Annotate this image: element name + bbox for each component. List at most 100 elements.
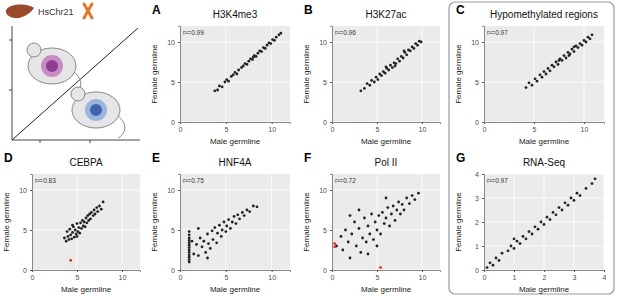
- point: [591, 182, 594, 185]
- tick-label: 0: [179, 274, 183, 281]
- tick: 0: [483, 270, 487, 281]
- point: [420, 41, 423, 44]
- point: [98, 205, 101, 208]
- panel: 05100510AH3K4me3r²=0.99Male germlineFema…: [150, 3, 291, 146]
- annotation: r²=0.83: [35, 177, 56, 184]
- point: [188, 261, 191, 264]
- point: [553, 65, 556, 68]
- point: [510, 245, 513, 248]
- tick-mark: [330, 42, 332, 43]
- title: RNA-Seq: [523, 157, 565, 168]
- tick: 5: [76, 270, 80, 281]
- point: [65, 240, 68, 243]
- point: [568, 54, 571, 57]
- point: [188, 244, 191, 247]
- point: [367, 253, 370, 256]
- grid-line: [225, 26, 226, 122]
- point: [232, 73, 235, 76]
- point: [215, 241, 218, 244]
- grid-line: [422, 174, 423, 270]
- plot-background: [484, 26, 604, 122]
- point: [209, 247, 212, 250]
- tick: 10: [167, 187, 180, 194]
- point: [374, 221, 377, 224]
- tick-label: 5: [76, 274, 80, 281]
- tick: 3: [573, 270, 577, 281]
- tick-mark: [574, 270, 575, 272]
- liver-icon: [6, 4, 34, 18]
- tick: 10: [419, 270, 427, 281]
- y-axis: 0510: [471, 27, 484, 126]
- point: [492, 264, 495, 267]
- point: [388, 225, 391, 228]
- y-label: Female germline: [150, 192, 159, 252]
- axis-line: [330, 27, 333, 123]
- y-label: Female germline: [454, 192, 463, 252]
- tick-mark: [122, 270, 123, 272]
- grid-line: [377, 174, 378, 270]
- tick-label: 10: [319, 187, 327, 194]
- point: [275, 36, 278, 39]
- tick-mark: [482, 42, 484, 43]
- grid: [484, 26, 604, 122]
- point: [69, 259, 72, 262]
- tick-mark: [178, 42, 180, 43]
- points: [486, 177, 597, 269]
- point: [68, 238, 71, 241]
- point: [199, 237, 202, 240]
- point: [206, 233, 209, 236]
- tick: 0: [323, 119, 332, 126]
- point: [375, 76, 378, 79]
- x-axis: 0510: [331, 270, 441, 281]
- point: [381, 211, 384, 214]
- tick-label: 3: [475, 195, 479, 202]
- point: [565, 57, 568, 60]
- point: [188, 251, 191, 254]
- points: [525, 33, 594, 89]
- grid-line: [225, 174, 226, 270]
- tick-mark: [422, 270, 423, 272]
- panel: 05100510BH3K27acr²=0.96Male germlineFema…: [302, 3, 441, 146]
- grid-line: [180, 82, 290, 83]
- plot-background: [180, 26, 290, 122]
- point: [531, 84, 534, 87]
- tick: 5: [171, 227, 180, 234]
- point: [525, 86, 528, 89]
- y-axis: 01234: [475, 171, 484, 274]
- title: CEBPA: [69, 157, 102, 168]
- tick: 10: [19, 187, 32, 194]
- points: [63, 201, 105, 262]
- grid-line: [32, 230, 140, 231]
- point: [367, 225, 370, 228]
- points: [359, 40, 422, 92]
- point: [76, 222, 79, 225]
- tick-label: 0: [323, 267, 327, 274]
- point: [495, 257, 498, 260]
- panel-letter: D: [4, 151, 13, 165]
- tick: 5: [323, 227, 332, 234]
- annotation: r²=0.97: [487, 177, 508, 184]
- tick-mark: [482, 82, 484, 83]
- point: [349, 214, 352, 217]
- axis-line: [178, 175, 181, 271]
- point: [522, 235, 525, 238]
- y-axis: 0510: [167, 175, 180, 274]
- tick: 10: [319, 187, 332, 194]
- point: [191, 240, 194, 243]
- tick-mark: [178, 230, 180, 231]
- point: [368, 233, 371, 236]
- point: [411, 194, 414, 197]
- grid: [332, 174, 440, 270]
- tick-mark: [482, 246, 484, 247]
- x-label: Male germline: [361, 285, 412, 294]
- tick-label: 5: [376, 274, 380, 281]
- tick-mark: [330, 82, 332, 83]
- point: [260, 50, 263, 53]
- point: [227, 80, 230, 83]
- point: [74, 229, 77, 232]
- point: [94, 213, 97, 216]
- grid-line: [180, 42, 290, 43]
- point: [558, 206, 561, 209]
- point: [395, 62, 398, 65]
- grid-line: [332, 42, 440, 43]
